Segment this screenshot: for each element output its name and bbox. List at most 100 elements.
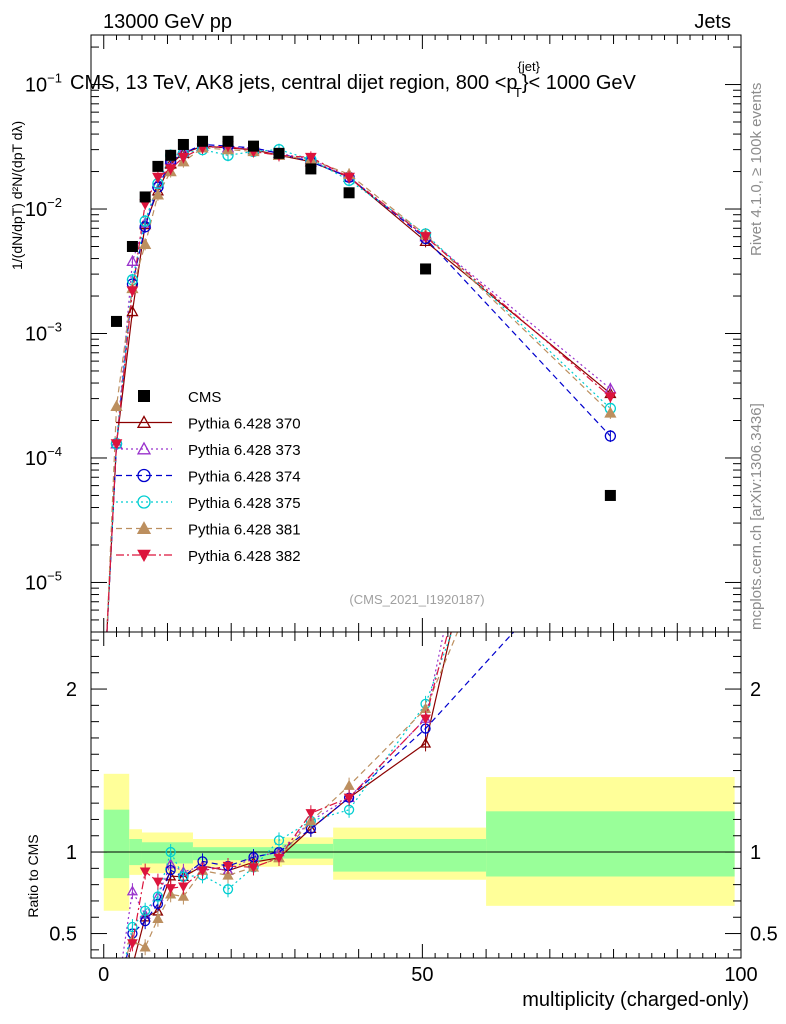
analysis-tag: (CMS_2021_I1920187) <box>349 592 484 607</box>
marker-triangle-down <box>177 152 190 164</box>
marker-square <box>138 390 150 402</box>
marker-triangle-up <box>177 890 190 901</box>
marker-circle <box>273 835 285 846</box>
ratio-band-inner <box>192 847 283 861</box>
marker-circle <box>222 884 234 895</box>
x-axis-label: multiplicity (charged-only) <box>522 989 749 1011</box>
title-subscript: T <box>514 85 522 100</box>
marker-circle <box>140 905 151 916</box>
mc-curves <box>106 143 611 632</box>
y-tick-label: 10−2 <box>25 195 62 221</box>
legend-label: Pythia 6.428 381 <box>188 522 301 539</box>
marker-square <box>110 315 122 327</box>
ratio-tick-label-right: 0.5 <box>750 924 778 946</box>
ratio-uncertainty-bands <box>91 773 741 911</box>
curve-pythia-6.428-373 <box>106 145 611 632</box>
marker-triangle-down <box>419 232 432 243</box>
marker-triangle-down <box>343 793 355 804</box>
data-points <box>110 135 617 501</box>
marker-square <box>197 135 209 147</box>
marker-triangle-down <box>164 164 177 175</box>
ratio-band-inner <box>141 842 193 864</box>
marker-triangle-down <box>343 172 355 184</box>
marker-triangle-up <box>139 941 151 952</box>
marker-square <box>177 138 189 150</box>
marker-triangle-down <box>305 152 317 164</box>
marker-triangle-down <box>248 863 259 873</box>
plot-title: CMS, 13 TeV, AK8 jets, central dijet reg… <box>70 59 637 100</box>
ratio-curve <box>124 632 453 958</box>
marker-triangle-down <box>152 172 164 184</box>
y-tick-label: 10−1 <box>25 71 62 97</box>
ratio-frame <box>90 631 742 959</box>
marker-triangle-up <box>152 912 164 923</box>
marker-square <box>222 135 234 147</box>
marker-triangle-down <box>152 877 164 888</box>
ratio-tick-label: 0.5 <box>49 924 77 946</box>
axes: 0 50 100 10−5 10−4 10−3 10−2 10−1 0.5 0.5 1 1 2 2 <box>25 34 778 986</box>
ratio-curve <box>124 632 459 958</box>
legend-label: Pythia 6.428 375 <box>188 495 301 512</box>
legend-item: Pythia 6.428 373 <box>116 441 301 459</box>
marker-triangle-down <box>126 286 139 297</box>
marker-triangle-up <box>604 406 617 418</box>
marker-triangle-down <box>305 809 317 819</box>
legend-label: Pythia 6.428 374 <box>188 469 301 486</box>
marker-circle <box>137 495 151 509</box>
marker-circle <box>137 468 151 483</box>
x-tick-label: 50 <box>411 964 433 986</box>
marker-circle <box>139 215 151 227</box>
marker-triangle-up <box>126 254 139 266</box>
marker-triangle-down <box>273 853 285 864</box>
marker-triangle-down <box>110 439 123 450</box>
x-tick-label: 0 <box>98 964 109 986</box>
curve-pythia-6.428-375 <box>106 149 611 632</box>
legend-item: Pythia 6.428 375 <box>116 495 301 512</box>
marker-square <box>126 240 138 252</box>
marker-circle <box>165 846 176 858</box>
marker-square <box>139 191 151 203</box>
marker-triangle-up <box>136 415 152 428</box>
marker-triangle-up <box>136 521 152 534</box>
y-tick-label: 10−5 <box>25 568 62 594</box>
marker-triangle-down <box>222 861 234 872</box>
legend-label: Pythia 6.428 382 <box>188 548 301 565</box>
marker-circle <box>165 865 176 876</box>
ratio-tick-label-right: 1 <box>750 842 761 864</box>
ratio-curve <box>125 632 515 958</box>
marker-triangle-up <box>222 869 234 880</box>
legend-label: CMS <box>188 389 221 406</box>
title-main: CMS, 13 TeV, AK8 jets, central dijet reg… <box>70 72 518 94</box>
ratio-y-axis-label: Ratio to CMS <box>25 834 41 917</box>
ratio-tick-label: 2 <box>66 679 77 701</box>
header-right: Jets <box>694 11 731 33</box>
curve-pythia-6.428-374 <box>106 143 611 632</box>
marker-square <box>343 187 355 199</box>
marker-triangle-down <box>178 882 189 893</box>
ratio-band-inner <box>282 843 334 859</box>
marker-square <box>165 149 177 161</box>
marker-triangle-down <box>165 884 177 894</box>
ratio-curves <box>121 632 515 958</box>
marker-circle <box>127 921 138 933</box>
ratio-band-inner <box>486 811 735 877</box>
ratio-band-inner <box>103 809 130 879</box>
ratio-tick-label-right: 2 <box>750 679 761 701</box>
y-axis-label: 1/(dN/dpT) d²N/(dpT dλ) <box>9 121 25 270</box>
x-tick-label: 100 <box>724 964 757 986</box>
marker-triangle-down <box>420 714 431 725</box>
title-end: }< 1000 GeV <box>522 72 637 94</box>
marker-triangle-down <box>197 866 208 877</box>
legend-item: Pythia 6.428 382 <box>116 548 301 565</box>
legend-item: CMS <box>138 389 221 406</box>
curve-pythia-6.428-382 <box>106 145 611 632</box>
marker-triangle-down <box>604 392 617 403</box>
curve-pythia-6.428-381 <box>106 147 611 632</box>
marker-triangle-up <box>419 737 432 748</box>
curve-pythia-6.428-370 <box>106 145 611 632</box>
marker-triangle-up <box>151 188 165 200</box>
marker-triangle-up <box>343 779 355 790</box>
marker-triangle-down <box>127 939 138 949</box>
marker-circle <box>604 430 617 442</box>
